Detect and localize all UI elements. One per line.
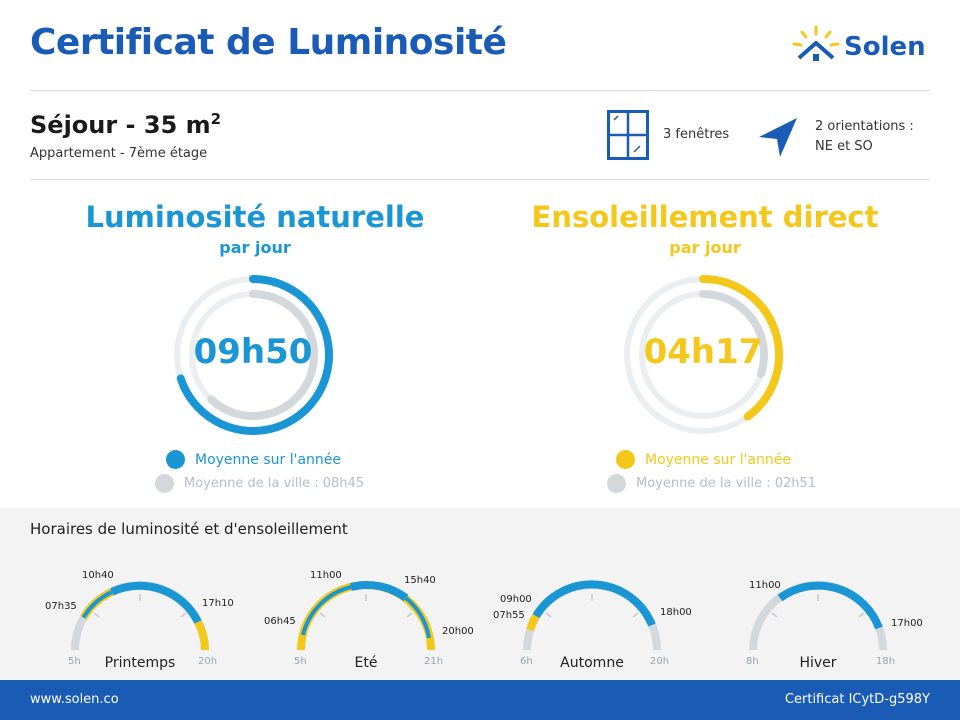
time-label: 11h00 (310, 570, 342, 581)
schedule-title: Horaires de luminosité et d'ensoleilleme… (30, 520, 348, 538)
time-label: 18h00 (660, 607, 692, 618)
footer-bar: www.solen.co Certificat ICytD-g598Y (0, 680, 960, 720)
start-hour: 5h (68, 656, 81, 667)
room-subtitle: Appartement - 7ème étage (30, 146, 208, 161)
season-gauge-printemps: 07h35 10h40 17h10 5h 20h Printemps (40, 560, 260, 675)
sun-house-icon (792, 25, 840, 61)
natural-city-arc (207, 290, 318, 420)
direct-sun-subtitle: par jour (669, 238, 741, 257)
direct-sun-gauge (624, 275, 783, 434)
start-hour: 8h (746, 656, 759, 667)
time-label: 17h00 (891, 618, 923, 629)
orientations: 2 orientations : NE et SO (815, 119, 914, 154)
time-label: 20h00 (442, 626, 474, 637)
end-hour: 20h (198, 656, 218, 667)
time-label: 06h45 (264, 616, 296, 627)
logo-text: Solen (844, 32, 926, 62)
natural-light-subtitle: par jour (219, 238, 291, 257)
windows-count: 3 fenêtres (663, 127, 730, 142)
season-gauge-automne: 09h00 07h55 18h00 6h 20h Automne (492, 560, 712, 675)
season-arc (297, 581, 435, 651)
sun-legend-city: Moyenne de la ville : 02h51 (607, 474, 816, 493)
navigation-arrow-icon (759, 118, 797, 157)
sun-legend-main: Moyenne sur l'année (616, 450, 791, 469)
season-gauge-hiver: 11h00 17h00 8h 18h Hiver (718, 560, 938, 675)
legend-dot (166, 450, 185, 469)
certificate-id: Certificat ICytD-g598Y (784, 692, 930, 707)
time-label: 07h55 (493, 610, 525, 621)
time-label: 17h10 (202, 598, 234, 609)
season-arc (523, 580, 661, 651)
schedule-panel (0, 508, 960, 680)
season-name: Eté (354, 655, 378, 671)
natural-light-value: 09h50 (193, 332, 313, 372)
time-label: 10h40 (82, 570, 114, 581)
time-label: 07h35 (45, 601, 77, 612)
room-title: Séjour - 35 m2 (30, 110, 222, 139)
direct-sun-value: 04h17 (643, 332, 763, 372)
start-hour: 6h (520, 656, 533, 667)
window-icon (607, 110, 649, 160)
legend-dot (607, 474, 626, 493)
season-gauge-ete: 06h45 11h00 15h40 20h00 5h 21h Eté (264, 560, 486, 675)
natural-legend-main: Moyenne sur l'année (166, 450, 341, 469)
season-arc (749, 581, 887, 651)
natural-legend-city: Moyenne de la ville : 08h45 (155, 474, 364, 493)
legend-dot (155, 474, 174, 493)
season-name: Automne (560, 655, 624, 671)
time-label: 15h40 (404, 575, 436, 586)
natural-light-title: Luminosité naturelle (85, 200, 425, 234)
end-hour: 18h (876, 656, 896, 667)
time-label: 11h00 (749, 580, 781, 591)
sun-city-arc (699, 290, 768, 378)
natural-value-arc (176, 275, 333, 435)
time-label: 09h00 (500, 594, 532, 605)
end-hour: 20h (650, 656, 670, 667)
season-name: Printemps (104, 655, 176, 671)
season-arc (71, 581, 209, 651)
divider (30, 179, 930, 180)
end-hour: 21h (424, 656, 444, 667)
page-title: Certificat de Luminosité (30, 22, 507, 63)
sun-value-arc (699, 275, 783, 421)
start-hour: 5h (294, 656, 307, 667)
natural-light-gauge (174, 275, 333, 435)
divider (30, 90, 930, 91)
direct-sun-title: Ensoleillement direct (531, 200, 879, 234)
website-link[interactable]: www.solen.co (30, 692, 119, 707)
solen-logo[interactable]: Solen (790, 24, 940, 74)
season-name: Hiver (799, 655, 837, 671)
legend-dot (616, 450, 635, 469)
